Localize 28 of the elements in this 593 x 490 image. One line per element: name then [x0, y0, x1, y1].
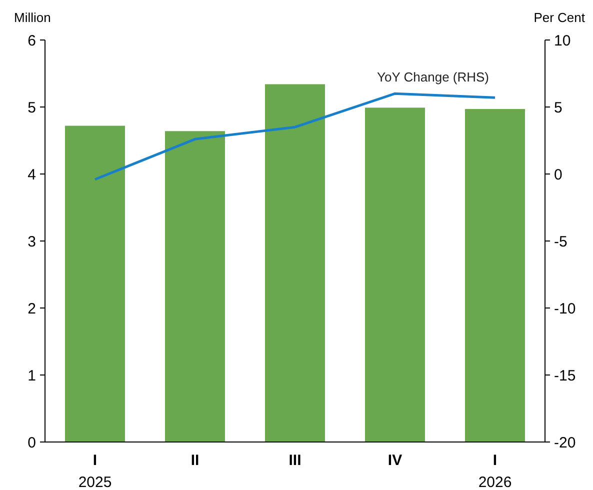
x-tick-label: IV [388, 452, 402, 469]
bar [65, 126, 125, 442]
line-series [94, 92, 496, 181]
y-axis-title: Million [14, 10, 51, 25]
y2-tick-label: -10 [554, 300, 576, 318]
bar [165, 131, 225, 442]
y2-tick-label: -20 [554, 434, 576, 452]
y2-tick-label: -15 [554, 367, 576, 384]
y-tick-label: 1 [28, 367, 36, 384]
y-tick-label: 5 [28, 99, 36, 116]
y2-axis-title: Per Cent [534, 10, 586, 25]
y-tick-label: 2 [28, 300, 36, 318]
y-tick-label: 3 [28, 233, 36, 250]
bar [465, 109, 525, 442]
bar [265, 84, 325, 442]
series-label: YoY Change (RHS) [377, 70, 490, 85]
x-tick-label: III [288, 452, 302, 469]
y2-tick-label: -5 [554, 233, 568, 250]
y2-tick-label: 5 [554, 99, 562, 116]
y-tick-label: 0 [28, 434, 36, 452]
x-tick-label: II [190, 452, 200, 469]
y2-tick-label: 10 [554, 32, 571, 50]
y2-tick-label: 0 [554, 166, 562, 184]
bar [365, 108, 425, 442]
x-tick-label: I 2026 [478, 452, 512, 490]
y-tick-label: 6 [28, 32, 36, 50]
x-tick-label: I 2025 [78, 452, 112, 490]
y-tick-label: 4 [28, 166, 36, 184]
